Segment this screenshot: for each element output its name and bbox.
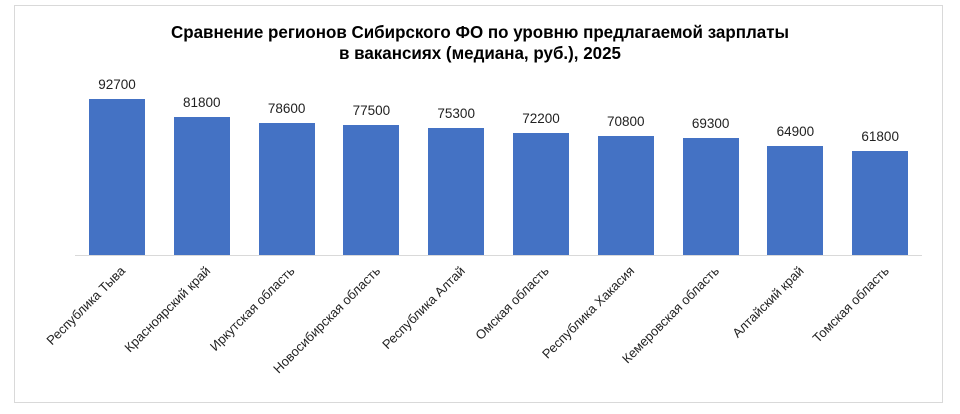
data-label: 81800 [183, 95, 221, 111]
bar [173, 117, 230, 255]
category-label: Красноярский край [121, 263, 214, 356]
bar [767, 145, 824, 255]
bar [428, 128, 485, 255]
data-label: 61800 [861, 129, 899, 144]
bar [597, 135, 654, 255]
category-label: Омская область [472, 263, 553, 343]
category-label: Республика Хакасия [538, 263, 638, 362]
category-label: Кемеровская область [618, 263, 722, 367]
bar [852, 151, 909, 255]
bar [89, 99, 145, 255]
bar [682, 138, 739, 255]
data-label: 77500 [352, 102, 391, 118]
data-label: 72200 [522, 111, 560, 127]
chart-title-line-2: в вакансиях (медиана, руб.), 2025 [339, 43, 621, 63]
category-label: Алтайский край [729, 263, 807, 341]
category-label: Республика Алтай [378, 263, 468, 353]
bar [513, 133, 569, 255]
category-label: Томская область [809, 263, 892, 346]
data-label: 92700 [98, 77, 136, 92]
data-label: 75300 [437, 106, 475, 122]
data-label: 78600 [267, 100, 306, 116]
bar [258, 122, 315, 255]
bar [343, 124, 400, 255]
category-label: Иркутская область [207, 263, 298, 354]
category-label: Республика Тыва [43, 263, 129, 348]
chart-title: Сравнение регионов Сибирского ФО по уров… [14, 22, 945, 64]
data-label: 64900 [776, 123, 815, 139]
x-axis-line [75, 255, 922, 256]
chart-title-line-1: Сравнение регионов Сибирского ФО по уров… [170, 22, 790, 42]
data-label: 70800 [607, 113, 645, 129]
data-label: 69300 [691, 116, 730, 132]
